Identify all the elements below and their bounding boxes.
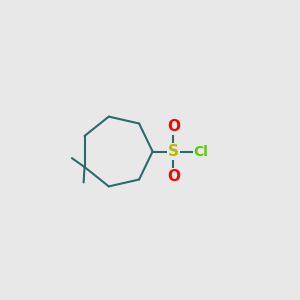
Text: O: O xyxy=(167,118,180,134)
Text: O: O xyxy=(167,169,180,184)
Text: S: S xyxy=(168,144,179,159)
Text: Cl: Cl xyxy=(194,145,208,158)
